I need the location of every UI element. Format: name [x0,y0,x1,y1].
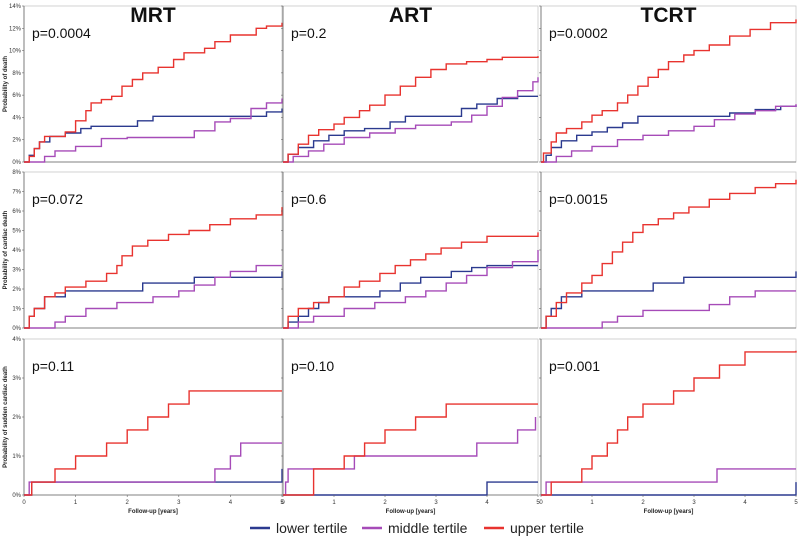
y-tick-label: 4% [12,115,21,121]
p-value: p=0.0004 [32,25,91,41]
y-tick-label: 3% [12,268,21,274]
series-middle-tertile [24,98,283,163]
panel-art-row3: p=0.10 0 1 2 3 4 5 Follow-up [years] [281,338,540,515]
series-upper-tertile [24,390,282,496]
y-axis-label: Probability of sudden cardiac death [3,366,9,468]
series-middle-tertile [541,290,796,329]
series-upper-tertile [24,22,283,163]
y-tick-label: 14% [9,4,22,10]
column-title-tcrt: TCRT [641,4,697,27]
x-tick-label: 1 [590,500,594,506]
panel-mrt-row3: p=0.11 0 1 2 3 4 5 Follow-up [years] [22,338,284,515]
series-lower-tertile [24,108,283,163]
y-tick-label: 0% [12,160,21,166]
series-middle-tertile [24,442,282,496]
panel-tcrt-row3: p=0.001 0 1 2 3 4 5 Follow-up [years] [539,338,798,515]
column-title-mrt: MRT [130,4,176,27]
p-value: p=0.072 [32,191,83,207]
x-tick-label: 2 [126,500,130,506]
column-title-art: ART [389,4,432,27]
y-tick-label: 4% [12,248,21,254]
panel-tcrt-row2: p=0.0015 [539,171,797,329]
p-value: p=0.11 [32,358,74,374]
y-tick-label: 2% [12,287,21,293]
series-lower-tertile [283,481,538,496]
p-value: p=0.001 [549,358,600,374]
legend-label: middle tertile [388,520,468,536]
y-axis-label: Probability of death [3,56,9,112]
y-tick-label: 0% [12,326,21,332]
y-tick-label: 3% [12,376,21,382]
y-tick-label: 4% [12,337,21,343]
x-tick-label: 5 [536,500,540,506]
series-upper-tertile [541,350,797,496]
y-tick-label: 0% [12,493,21,499]
series-lower-tertile [283,95,538,163]
x-axis-label: Follow-up [years] [386,509,436,515]
series-upper-tertile [24,207,283,329]
series-lower-tertile [541,271,797,329]
y-tick-label: 6% [12,209,21,215]
series-middle-tertile [541,104,797,163]
p-value: p=0.0015 [549,191,608,207]
series-middle-tertile [283,77,539,163]
series-upper-tertile [541,179,797,329]
y-tick-label: 2% [12,415,21,421]
x-tick-label: 5 [280,500,284,506]
x-tick-label: 2 [383,500,387,506]
x-tick-label: 4 [485,500,489,506]
p-value: p=0.10 [291,358,334,374]
x-tick-label: 3 [177,500,181,506]
x-tick-label: 0 [22,500,26,506]
series-upper-tertile [541,19,797,163]
x-tick-label: 1 [74,500,78,506]
panel-art-row2: p=0.6 [281,171,539,329]
y-tick-label: 8% [12,71,21,77]
series-upper-tertile [283,56,539,163]
x-tick-label: 2 [641,500,645,506]
legend-item-lower: lower tertile [250,520,348,536]
x-tick-label: 5 [794,500,798,506]
legend-item-upper: upper tertile [484,520,584,536]
legend-label: lower tertile [276,520,348,536]
y-tick-label: 5% [12,229,21,235]
series-middle-tertile [24,264,282,329]
panel-tcrt-row1: p=0.0002 [539,5,797,163]
x-tick-label: 1 [332,500,336,506]
x-axis-label: Follow-up [years] [128,509,178,515]
p-value: p=0.6 [291,191,327,207]
x-tick-label: 0 [281,500,285,506]
y-tick-label: 8% [12,170,21,176]
y-tick-label: 1% [12,454,21,460]
legend-item-middle: middle tertile [362,520,468,536]
panel-mrt-row1: p=0.0004 [22,5,283,163]
x-tick-label: 3 [434,500,438,506]
x-tick-label: 4 [743,500,747,506]
panel-mrt-row2: p=0.072 [22,171,283,329]
x-tick-label: 4 [229,500,233,506]
y-axis-label: Probability of cardiac death [3,210,9,289]
legend-label: upper tertile [510,520,584,536]
p-value: p=0.2 [291,25,327,41]
x-tick-label: 0 [539,500,543,506]
series-middle-tertile [283,417,537,496]
x-axis-label: Follow-up [years] [644,509,694,515]
y-tick-label: 1% [12,307,21,313]
series-middle-tertile [283,250,539,329]
series-upper-tertile [283,403,538,496]
panel-art-row1: p=0.2 [281,5,539,163]
p-value: p=0.0002 [549,25,608,41]
y-tick-label: 2% [12,138,21,144]
y-tick-label: 12% [9,26,22,32]
x-tick-label: 3 [692,500,696,506]
series-lower-tertile [541,482,797,496]
y-tick-label: 7% [12,190,21,196]
y-tick-label: 6% [12,93,21,99]
y-tick-label: 10% [9,49,22,55]
series-upper-tertile [283,232,539,329]
